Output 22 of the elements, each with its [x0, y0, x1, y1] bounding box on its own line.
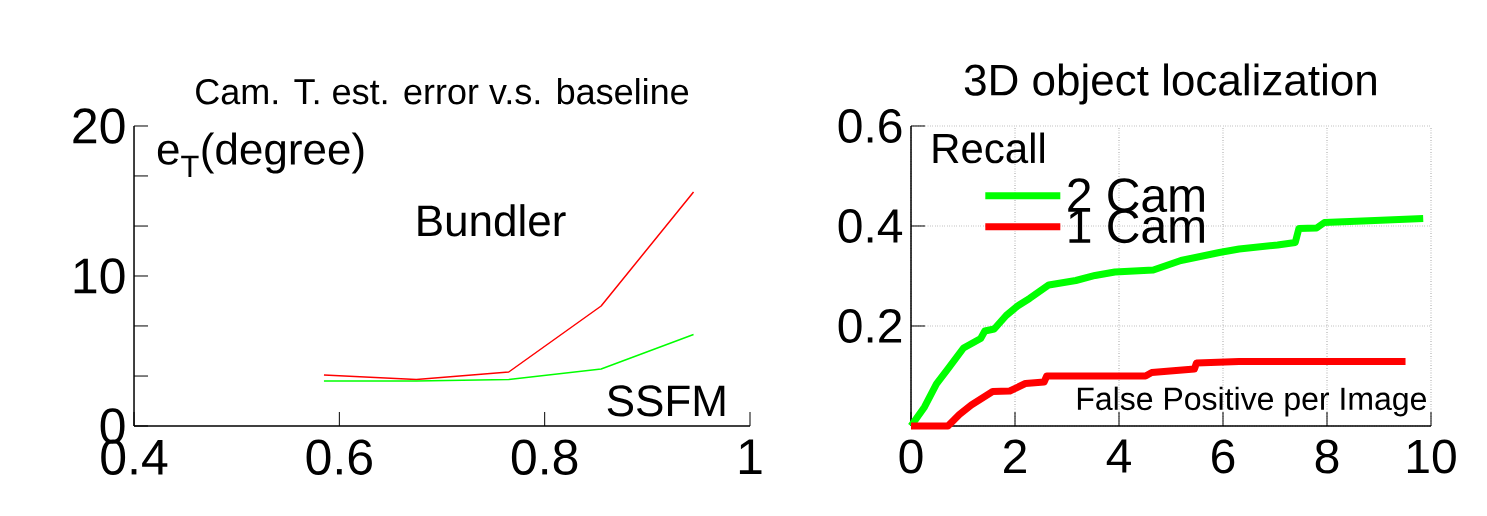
y-tick-label: 20 — [73, 108, 125, 144]
x-tick-label: 0.6 — [306, 439, 372, 475]
x-tick-label: 2 — [1004, 439, 1026, 474]
x-tick-label: 4 — [1106, 439, 1131, 473]
chart-title: 3D object localization — [964, 63, 1376, 105]
x-tick-label: 0.8 — [511, 439, 578, 475]
x-tick-label: 6 — [1212, 439, 1235, 474]
y-tick-label: 0.2 — [838, 309, 902, 343]
y-axis-title: e$_{T}$(degree) — [157, 132, 364, 178]
y-tick-label: 0.6 — [838, 109, 902, 143]
x-tick-label: 10 — [1407, 439, 1456, 474]
series-label: Bundler — [418, 204, 566, 237]
line-series — [323, 191, 695, 381]
chart-title: Cam. T. est. error v.s. baseline — [196, 78, 689, 105]
y-axis-title: Recall — [933, 132, 1045, 164]
x-tick-label: 1 — [739, 439, 762, 474]
x-tick-label: 8 — [1315, 439, 1339, 474]
y-tick-label: 10 — [74, 258, 125, 294]
series-label: SSFM — [607, 385, 725, 417]
x-axis-title: False Positive per Image — [1077, 386, 1426, 417]
line-series — [323, 333, 695, 382]
y-tick-label: 0.4 — [838, 209, 903, 243]
